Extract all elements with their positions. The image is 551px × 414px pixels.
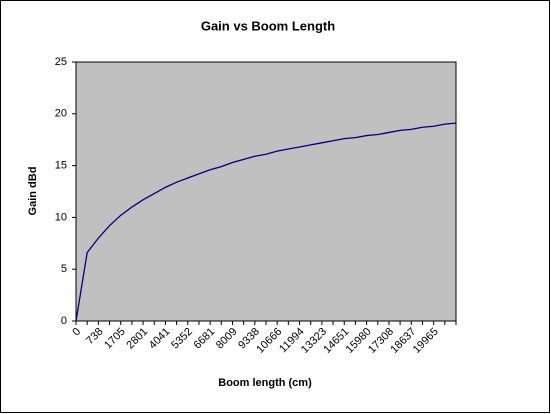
x-axis-title: Boom length (cm) <box>218 377 312 389</box>
y-tick-label: 25 <box>55 56 67 68</box>
y-axis-title: Gain dBd <box>27 167 39 216</box>
y-tick-label: 15 <box>55 160 67 172</box>
line-series <box>75 122 457 322</box>
plot-area <box>75 61 457 322</box>
y-tick-label: 5 <box>61 263 67 275</box>
y-tick-label: 10 <box>55 211 67 223</box>
y-tick-label: 0 <box>61 315 67 327</box>
y-tick-label: 20 <box>55 108 67 120</box>
chart-title: Gain vs Boom Length <box>201 18 335 33</box>
